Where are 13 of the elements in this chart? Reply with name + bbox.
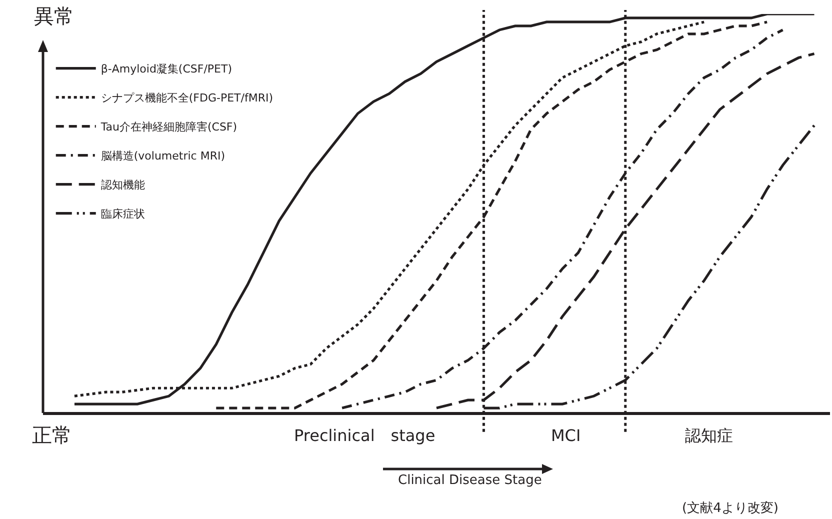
text: (文献4より改変)	[682, 500, 778, 516]
annotation: 異常	[34, 4, 74, 28]
legend-label: 脳構造(volumetric MRI)	[100, 150, 226, 163]
legend-label: β-Amyloid凝集(CSF/PET)	[100, 62, 232, 76]
legend-label: Tau介在神経細胞障害(CSF)	[100, 120, 238, 134]
text: 認知症	[685, 426, 733, 445]
x-axis-title: Clinical Disease Stage	[398, 473, 542, 488]
text: 正常	[32, 423, 72, 447]
legend-label: 認知機能	[100, 178, 145, 192]
legend-label: シナプス機能不全(FDG-PET/fMRI)	[100, 92, 274, 105]
text: Preclinical stage	[294, 426, 436, 445]
legend-label: 臨床症状	[100, 208, 145, 221]
text: MCI	[551, 426, 581, 445]
